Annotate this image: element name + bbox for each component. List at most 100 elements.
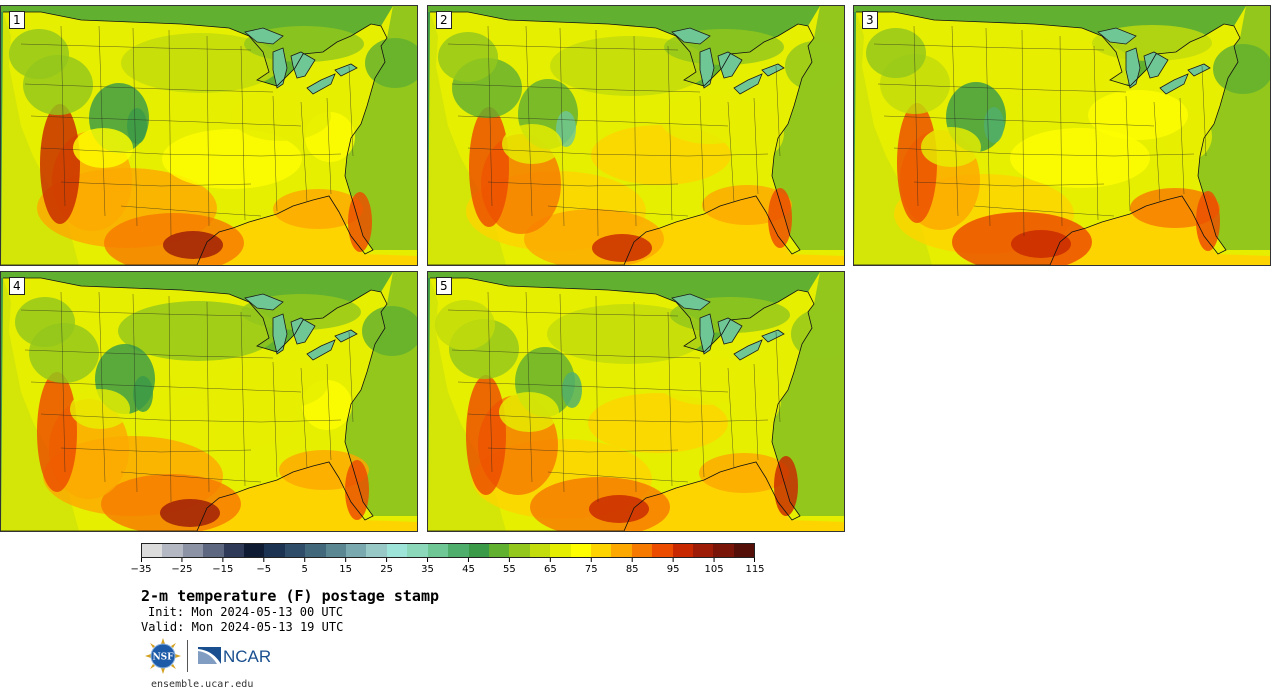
great-lake xyxy=(733,73,763,95)
temperature-region xyxy=(162,129,302,189)
state-border xyxy=(24,83,274,93)
temperature-region xyxy=(228,359,328,409)
temperature-region xyxy=(1011,230,1071,258)
colorbar-swatch xyxy=(284,544,306,557)
great-lake xyxy=(671,27,711,45)
state-border xyxy=(20,309,252,317)
temperature-region xyxy=(785,41,844,91)
temperature-region xyxy=(466,375,506,495)
colorbar-swatch xyxy=(223,544,245,557)
colorbar-swatch xyxy=(346,544,367,557)
temperature-region xyxy=(9,29,69,79)
temperature-region xyxy=(348,192,372,252)
state-border xyxy=(206,35,210,227)
colorbar-swatch xyxy=(203,544,224,557)
great-lake xyxy=(761,329,785,343)
colorbar-swatch xyxy=(427,544,449,557)
great-lake xyxy=(1187,63,1211,77)
state-border xyxy=(753,363,759,461)
temperature-region xyxy=(699,453,789,493)
state-border xyxy=(559,293,565,493)
state-border xyxy=(60,447,252,453)
temperature-region xyxy=(502,124,562,164)
state-border xyxy=(24,349,274,359)
great-lake xyxy=(717,51,743,79)
ensemble-member-panel-4: 4 xyxy=(0,271,418,532)
panel-label: 4 xyxy=(9,277,25,295)
state-border xyxy=(487,291,493,473)
state-border xyxy=(132,27,138,227)
colorbar-tick-label: −5 xyxy=(256,564,272,575)
state-border xyxy=(1059,35,1063,227)
colorbar-tick-label: 75 xyxy=(584,564,598,575)
temperature-map-4 xyxy=(1,272,417,531)
temperature-region xyxy=(133,376,153,412)
state-border xyxy=(272,95,278,212)
great-lake xyxy=(244,293,284,311)
state-border xyxy=(727,367,735,469)
temperature-region xyxy=(1196,191,1220,251)
great-lake xyxy=(272,313,288,355)
great-lake xyxy=(306,73,336,95)
state-border xyxy=(487,25,493,207)
temperature-region xyxy=(660,94,760,144)
state-border xyxy=(547,205,689,217)
state-border xyxy=(1021,29,1025,237)
state-border xyxy=(40,413,342,423)
great-lake xyxy=(334,63,358,77)
colorbar-tick-labels: −35 −25 −15 −5 5 15 25 35 45 55 65 75 85 95 105 115 xyxy=(130,564,764,578)
colorbar-tick-label: 115 xyxy=(745,564,765,575)
temperature-colorbar xyxy=(141,543,755,558)
colorbar-swatch xyxy=(488,544,510,557)
temperature-region xyxy=(160,499,220,527)
state-border xyxy=(348,331,354,423)
northern-region xyxy=(428,272,844,352)
state-border xyxy=(753,97,759,195)
state-border xyxy=(20,43,252,51)
ncar-logo: NCAR xyxy=(198,647,271,666)
colorbar-swatch xyxy=(631,544,653,557)
temperature-region xyxy=(231,91,331,141)
colorbar-swatch xyxy=(590,544,612,557)
colorbar-tick-label: 45 xyxy=(462,564,475,575)
colorbar-swatch xyxy=(407,544,428,557)
colorbar-swatch xyxy=(142,544,163,557)
gulf-of-mexico xyxy=(624,196,844,265)
nsf-logo: NSF xyxy=(145,638,181,674)
panel-label: 5 xyxy=(436,277,452,295)
great-lake xyxy=(290,317,316,345)
temperature-region xyxy=(365,38,417,88)
colorbar-swatch xyxy=(570,544,591,557)
state-border xyxy=(467,413,769,423)
temperature-region xyxy=(588,393,728,453)
temperature-region xyxy=(866,28,926,78)
colorbar-swatch xyxy=(550,544,571,557)
coastline xyxy=(854,11,1241,265)
state-border xyxy=(60,181,252,187)
state-border xyxy=(559,27,565,227)
state-border xyxy=(457,381,729,393)
state-border xyxy=(883,115,1155,127)
temperature-map-1 xyxy=(1,6,417,265)
temperature-region xyxy=(984,107,1004,143)
state-border xyxy=(699,361,705,478)
state-border xyxy=(451,349,701,359)
chart-title: 2-m temperature (F) postage stamp xyxy=(141,587,440,605)
temperature-region xyxy=(592,234,652,262)
init-time: Init: Mon 2024-05-13 00 UTC xyxy=(148,605,344,619)
state-border xyxy=(60,291,66,473)
colorbar-swatch xyxy=(386,544,408,557)
colorbar-tick-label: 35 xyxy=(421,564,434,575)
state-border xyxy=(1153,101,1161,203)
temperature-region xyxy=(438,32,498,82)
great-lake xyxy=(244,27,284,45)
state-border xyxy=(451,83,701,93)
great-lake xyxy=(290,51,316,79)
temperature-map-2 xyxy=(428,6,844,265)
gulf-of-mexico xyxy=(197,196,417,265)
panel-label: 2 xyxy=(436,11,452,29)
state-border xyxy=(1093,45,1099,221)
state-border xyxy=(272,361,278,478)
state-border xyxy=(873,43,1105,51)
temperature-region xyxy=(37,372,77,492)
